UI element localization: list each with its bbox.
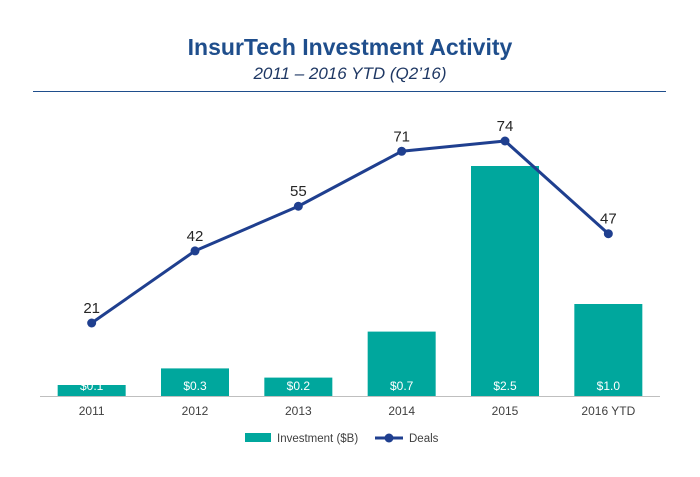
deals-line	[90, 139, 610, 325]
investment-bar	[264, 377, 333, 396]
investment-bar-label: $0.3	[183, 379, 207, 393]
x-tick-label: 2011	[79, 404, 105, 418]
investment-bar	[161, 368, 229, 396]
investment-bar	[57, 385, 126, 396]
deals-point	[397, 146, 407, 156]
investment-bar	[367, 331, 436, 396]
deals-point	[87, 318, 97, 328]
deals-data-label: 47	[600, 211, 617, 228]
deals-point	[190, 246, 200, 256]
legend-swatch-investment	[245, 433, 271, 442]
deals-data-label: 74	[497, 118, 514, 135]
x-tick-label: 2013	[285, 404, 312, 418]
x-tick-label: 2016 YTD	[581, 404, 635, 418]
investment-bar-label: $0.1	[80, 379, 104, 393]
investment-bar	[471, 166, 539, 396]
deals-point	[293, 201, 303, 211]
chart-subtitle: 2011 – 2016 YTD (Q2’16)	[253, 64, 447, 83]
title-divider	[33, 91, 666, 92]
legend-label-deals: Deals	[409, 433, 439, 445]
x-tick-label: 2015	[492, 404, 519, 418]
x-tick-label: 2014	[388, 404, 415, 418]
investment-bar-label: $0.2	[287, 379, 311, 393]
investment-bar-label: $0.7	[390, 379, 414, 393]
legend-marker-deals	[384, 433, 394, 443]
deals-data-label: 55	[290, 183, 307, 200]
investment-bar-label: $1.0	[597, 379, 621, 393]
deals-data-label: 42	[187, 228, 204, 245]
legend-label-investment: Investment ($B)	[277, 433, 358, 445]
deals-point	[500, 136, 510, 146]
x-tick-label: 2012	[182, 404, 209, 418]
investment-bar	[574, 304, 643, 396]
investment-bar-label: $2.5	[493, 379, 517, 393]
deals-data-label: 71	[393, 128, 410, 145]
deals-point	[603, 229, 613, 239]
deals-data-label: 21	[83, 300, 100, 317]
chart-title: InsurTech Investment Activity	[187, 34, 513, 60]
